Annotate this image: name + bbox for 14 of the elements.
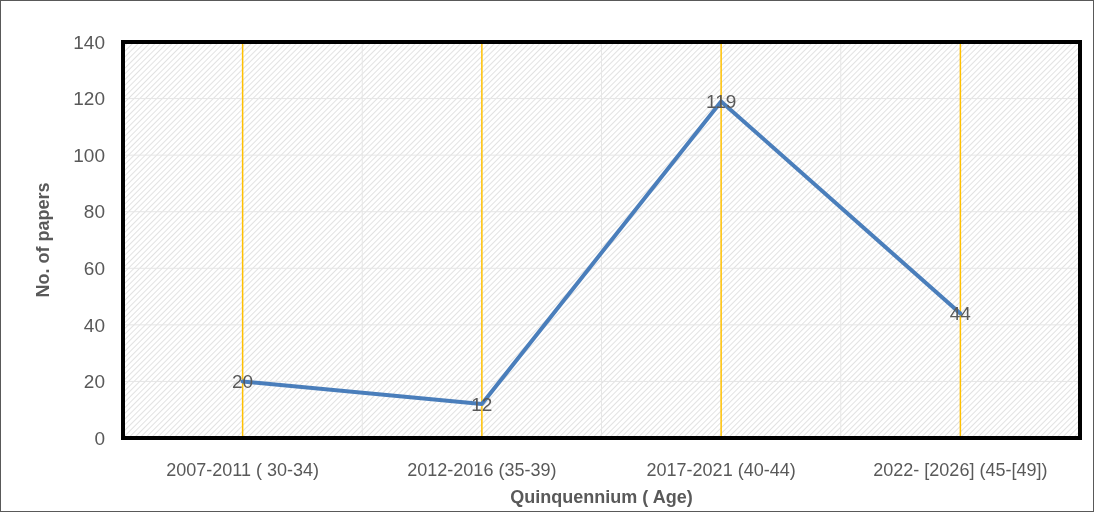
x-tick-label: 2022- [2026] (45-[49]) <box>873 460 1048 480</box>
y-tick-label: 40 <box>83 314 105 336</box>
y-tick-label: 80 <box>83 201 105 223</box>
x-tick-label: 2012-2016 (35-39) <box>407 460 557 480</box>
y-tick-label: 20 <box>83 371 105 393</box>
y-tick-label: 0 <box>94 427 105 449</box>
y-tick-label: 100 <box>73 144 105 166</box>
y-tick-label: 120 <box>73 88 105 110</box>
y-tick-label: 60 <box>83 257 105 279</box>
x-axis-title: Quinquennium ( Age) <box>510 487 693 507</box>
y-tick-label: 140 <box>73 31 105 53</box>
x-tick-label: 2007-2011 ( 30-34) <box>166 460 320 480</box>
y-axis-title: No. of papers <box>33 182 53 298</box>
x-tick-label: 2017-2021 (40-44) <box>646 460 796 480</box>
